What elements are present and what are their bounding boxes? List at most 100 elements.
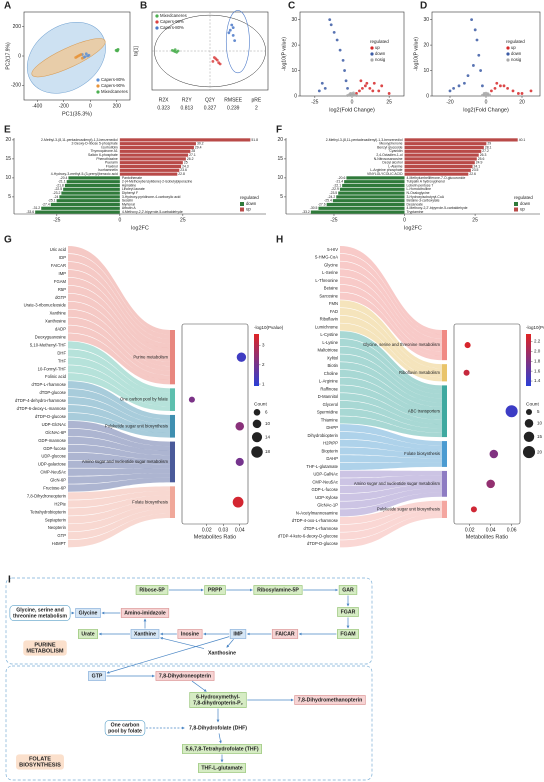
category-label: 2-Methyl-3-(8,11-pentadecadienyl)-1,3-be… xyxy=(326,138,403,142)
sankey-link xyxy=(68,325,170,380)
node-box xyxy=(78,629,98,639)
value-label: -20.6 xyxy=(338,176,346,180)
pathway-label: One carbon pool by folate xyxy=(120,397,169,402)
legend-swatch xyxy=(96,84,100,88)
metabolite-label: UDP-GalNAc xyxy=(313,472,338,477)
y-tick-label: 20 xyxy=(423,42,429,48)
category-label: 3-Hydroxy-pyridinone-4-carboxylic acid xyxy=(122,195,181,199)
node-label: PURINE xyxy=(34,642,55,648)
diagram-node: 7,8-Dihydromethanopterin xyxy=(294,695,366,705)
value-label: -24 xyxy=(53,195,58,199)
sankey-link xyxy=(68,486,170,500)
metabolite-label: L-Arginine xyxy=(319,379,339,384)
colorbar-title: -log10(Pvalue) xyxy=(254,325,284,330)
legend-swatch xyxy=(370,52,374,56)
panel-letter: C xyxy=(288,1,295,12)
legend-label: down xyxy=(246,201,257,206)
sankey-link xyxy=(340,261,442,343)
legend-label: up xyxy=(246,207,251,212)
sankey-link xyxy=(340,500,442,525)
bar xyxy=(318,206,405,210)
point xyxy=(115,49,119,53)
x-axis-label: Metabolites Ratio xyxy=(194,534,237,540)
category-label: Pantothenate xyxy=(122,176,142,180)
node-box xyxy=(104,720,146,736)
point xyxy=(479,69,482,72)
metabolite-label: L-Serine xyxy=(322,270,338,275)
node-box xyxy=(177,629,203,639)
y-tick-label: -200 xyxy=(11,83,21,89)
legend-label: Capers-90% xyxy=(160,19,184,24)
node-box xyxy=(337,607,359,617)
metabolite-label: L-Lysine xyxy=(322,340,338,345)
category-label: 2-(4-Methoxybenzylidene)-2-isobutylpiper… xyxy=(122,180,193,184)
y-tick-label: 10 xyxy=(291,68,297,74)
sankey-link xyxy=(340,439,442,454)
legend-swatch xyxy=(240,202,244,206)
x-tick-label: 0 xyxy=(485,99,488,105)
point xyxy=(231,26,235,29)
node-label: Ribosylamine-5P xyxy=(257,587,299,593)
metabolite-label: UDP-Xylose xyxy=(315,495,338,500)
size-legend-label: 5 xyxy=(537,409,540,414)
metabolite-label: DHPP xyxy=(326,425,338,430)
category-label: N-Oxaloglycine xyxy=(407,191,430,195)
node-label: Xanthine xyxy=(134,631,156,637)
sankey-link xyxy=(68,468,170,476)
pathway-bar xyxy=(170,388,175,411)
sankey-link xyxy=(340,246,442,335)
bubble xyxy=(236,352,247,362)
sankey-link xyxy=(68,246,170,335)
point xyxy=(457,84,461,88)
y-tick-label: 20 xyxy=(277,137,283,143)
metabolite-label: GDP-mannose xyxy=(38,438,66,443)
colorbar-tick-label: 1 xyxy=(262,381,265,386)
point xyxy=(490,89,493,93)
value-label: 25.6 xyxy=(478,157,485,161)
diagram-node: IMP xyxy=(229,629,247,639)
sankey-link xyxy=(68,460,170,469)
sankey-link xyxy=(340,393,442,425)
point xyxy=(218,62,222,66)
table-value: 0.239 xyxy=(227,105,240,111)
node-box xyxy=(189,692,247,708)
value-label: -22.1 xyxy=(333,183,341,187)
table-value: 0.327 xyxy=(204,105,217,111)
table-header: R2Y xyxy=(182,97,192,103)
category-label: Lobelin pentose 7 xyxy=(407,183,434,187)
panel-letter: D xyxy=(420,1,427,12)
confidence-ellipse xyxy=(31,38,106,78)
node-box xyxy=(338,585,358,595)
sankey-link xyxy=(340,253,442,339)
sankey-link xyxy=(340,331,442,390)
x-axis-label: log2(Fold Change) xyxy=(329,107,375,113)
node-label: Xanthosine xyxy=(208,650,236,656)
sankey-link xyxy=(68,499,170,524)
group-ellipse xyxy=(225,10,250,74)
category-label: Tryptamine xyxy=(407,210,424,214)
pathway-bar xyxy=(442,470,447,497)
metabolite-label: GTP xyxy=(57,533,66,538)
node-label: 5,6,7,8-Tetrahydrofolate (THF) xyxy=(185,746,258,752)
sankey-link xyxy=(340,369,442,412)
metabolite-label: DAHP xyxy=(326,456,338,461)
pathway-bar xyxy=(442,385,447,438)
point xyxy=(344,79,348,83)
point xyxy=(499,84,502,88)
node-box xyxy=(229,629,247,639)
sankey-link xyxy=(340,408,442,433)
point xyxy=(493,86,497,90)
bubble xyxy=(489,449,499,459)
category-label: 3-Hydroxyisobutyryl-CoA xyxy=(407,195,445,199)
y-tick-label: 5 xyxy=(280,194,283,200)
category-label: Linoleyl-laurate xyxy=(122,187,145,191)
x-tick-label: 0 xyxy=(118,217,121,223)
node-box xyxy=(130,629,160,639)
category-label: Seselin xyxy=(122,199,133,203)
pathway-label: Purine metabolism xyxy=(133,354,168,359)
value-label: 51.8 xyxy=(251,138,258,142)
panel-letter: A xyxy=(4,1,11,12)
category-label: 4-Hydroxy-3-methyl-5-(3-prenyl)benzoic a… xyxy=(51,172,118,176)
metabolite-label: Spermidine xyxy=(317,410,339,415)
